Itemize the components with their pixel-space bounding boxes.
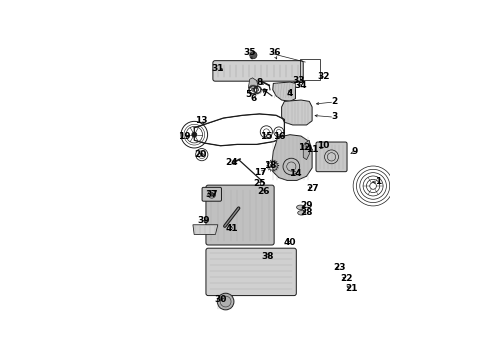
Text: 2: 2 (331, 97, 338, 106)
Text: 14: 14 (289, 169, 302, 178)
Text: 10: 10 (317, 141, 329, 150)
Circle shape (217, 293, 234, 310)
Text: 23: 23 (334, 263, 346, 272)
Text: 25: 25 (253, 179, 266, 188)
Text: 35: 35 (244, 48, 256, 57)
Text: 27: 27 (306, 184, 318, 193)
FancyBboxPatch shape (206, 185, 274, 245)
Polygon shape (273, 82, 295, 102)
Text: 39: 39 (197, 216, 210, 225)
Text: 38: 38 (261, 252, 273, 261)
Circle shape (263, 89, 266, 92)
Circle shape (250, 51, 257, 59)
Circle shape (192, 132, 196, 137)
Polygon shape (272, 135, 312, 180)
Text: 18: 18 (264, 161, 277, 170)
Text: 40: 40 (284, 238, 296, 247)
Text: 5: 5 (245, 90, 251, 99)
Polygon shape (282, 100, 312, 125)
Text: 31: 31 (212, 64, 224, 73)
FancyBboxPatch shape (202, 187, 221, 201)
FancyBboxPatch shape (206, 248, 296, 296)
Text: 9: 9 (352, 147, 358, 156)
Text: 33: 33 (292, 76, 304, 85)
Text: 20: 20 (195, 150, 207, 158)
Polygon shape (303, 140, 309, 159)
Text: 7: 7 (262, 89, 268, 98)
Text: 28: 28 (300, 208, 313, 217)
Text: 8: 8 (256, 77, 263, 86)
Circle shape (232, 161, 236, 164)
Text: 32: 32 (317, 72, 329, 81)
Text: 1: 1 (375, 177, 381, 186)
Circle shape (251, 88, 255, 91)
Text: 12: 12 (297, 143, 310, 152)
Text: 22: 22 (341, 274, 353, 283)
Text: 41: 41 (225, 224, 238, 233)
Text: 19: 19 (178, 131, 191, 140)
Text: 16: 16 (272, 131, 285, 140)
Circle shape (200, 153, 203, 156)
Text: 15: 15 (260, 131, 272, 140)
Text: 6: 6 (251, 94, 257, 103)
Text: 4: 4 (287, 89, 293, 98)
Polygon shape (193, 225, 218, 234)
Text: 34: 34 (294, 81, 307, 90)
Text: 26: 26 (257, 187, 270, 196)
Text: 11: 11 (306, 145, 318, 154)
Ellipse shape (298, 211, 305, 215)
Text: 3: 3 (331, 112, 338, 121)
Circle shape (210, 192, 214, 196)
FancyBboxPatch shape (316, 142, 347, 172)
Text: 21: 21 (345, 284, 358, 293)
Polygon shape (248, 78, 258, 89)
Circle shape (256, 89, 259, 91)
Text: 30: 30 (215, 295, 227, 304)
Ellipse shape (296, 205, 304, 210)
Circle shape (271, 164, 274, 167)
Text: 29: 29 (300, 201, 313, 210)
Text: 13: 13 (195, 116, 207, 125)
Text: 37: 37 (205, 190, 218, 199)
Text: 17: 17 (254, 168, 267, 177)
Text: 24: 24 (225, 158, 238, 167)
FancyBboxPatch shape (213, 61, 303, 81)
Text: 36: 36 (269, 48, 281, 57)
